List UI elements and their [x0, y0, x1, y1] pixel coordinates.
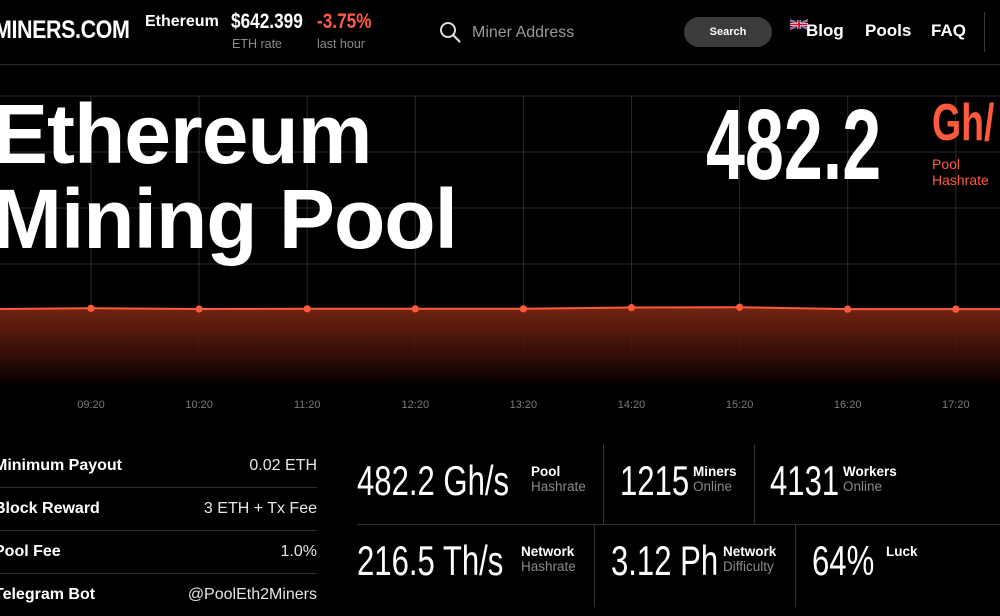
stats-divider [754, 444, 755, 524]
info-value: 1.0% [280, 543, 317, 560]
pool-hashrate-big-label: Pool Hashrate [932, 156, 989, 188]
info-row-block-reward: Block Reward 3 ETH + Tx Fee [0, 487, 317, 531]
stat-sublabel: Difficulty [723, 559, 774, 574]
x-tick-label: 12:20 [402, 399, 430, 411]
x-tick-label: 11:20 [294, 399, 321, 411]
stat-label: Network [521, 544, 575, 559]
pool-hashrate-big-value: 482.2 [706, 89, 882, 201]
hashrate-area-fill [0, 307, 1000, 386]
stat-value: 1215 [620, 457, 690, 504]
rate-change-value: -3.75% [317, 10, 372, 33]
stat-label: Network [723, 544, 777, 559]
x-tick-label: 09:20 [77, 399, 105, 411]
site-logo[interactable]: MINERS.COM [0, 16, 130, 44]
eth-rate-label: ETH rate [232, 37, 283, 51]
hashrate-data-point[interactable] [952, 305, 960, 313]
hero-title-line1: Ethereum [0, 87, 372, 181]
stat-sublabel: Hashrate [531, 479, 586, 494]
stat-value: 482.2 Gh/s [357, 457, 510, 504]
search-icon[interactable] [439, 21, 461, 43]
nav-pools[interactable]: Pools [865, 21, 912, 40]
nav-blog[interactable]: Blog [806, 21, 844, 40]
info-value: 3 ETH + Tx Fee [203, 500, 317, 517]
stat-value: 216.5 Th/s [357, 537, 504, 584]
stat-label: Luck [886, 544, 918, 559]
stat-value: 64% [812, 537, 875, 584]
hashrate-data-point[interactable] [195, 305, 203, 313]
search-button[interactable]: Search [684, 17, 772, 47]
pool-hashrate-label-line2: Hashrate [932, 172, 989, 188]
nav-faq[interactable]: FAQ [931, 21, 966, 40]
hashrate-data-point[interactable] [303, 305, 311, 313]
stats-divider [795, 524, 796, 607]
stats-divider [603, 444, 604, 524]
hashrate-data-point[interactable] [736, 303, 744, 311]
hashrate-data-point[interactable] [627, 303, 636, 312]
info-row-telegram-bot: Telegram Bot @PoolEth2Miners [0, 573, 317, 616]
hero-title-line2: Mining Pool [0, 172, 458, 266]
x-tick-label: 13:20 [510, 399, 538, 411]
stat-label: Miners [693, 464, 737, 479]
stat-sublabel: Hashrate [521, 559, 576, 574]
hashrate-data-point[interactable] [87, 304, 95, 312]
stat-value: 4131 [770, 457, 840, 504]
coin-name: Ethereum [145, 13, 219, 30]
x-tick-label: 17:20 [942, 399, 970, 411]
pool-hashrate-big-unit: Gh/ [932, 94, 995, 152]
uk-flag-icon[interactable] [790, 19, 808, 30]
x-tick-label: 10:20 [185, 399, 213, 411]
eth-rate-value: $642.399 [231, 10, 303, 33]
stat-label: Pool [531, 464, 561, 479]
hashrate-data-point[interactable] [844, 305, 852, 313]
x-tick-label: 16:20 [834, 399, 862, 411]
rate-change-label: last hour [317, 37, 365, 51]
stat-value: 3.12 Ph [611, 537, 719, 584]
hero-title: Ethereum Mining Pool [0, 87, 458, 266]
x-tick-label: 15:20 [726, 399, 754, 411]
stat-sublabel: Online [843, 479, 883, 494]
pool-hashrate-label-line1: Pool [932, 156, 961, 172]
miner-address-input[interactable] [470, 19, 674, 47]
telegram-bot-link[interactable]: @PoolEth2Miners [187, 586, 317, 603]
info-row-pool-fee: Pool Fee 1.0% [0, 530, 317, 574]
info-value: 0.02 ETH [249, 457, 317, 474]
stat-sublabel: Online [693, 479, 733, 494]
stat-label: Workers [843, 464, 897, 479]
stats-divider [357, 524, 1000, 525]
header-divider [984, 12, 985, 52]
hashrate-data-point[interactable] [519, 305, 528, 313]
info-label: Pool Fee [0, 543, 61, 560]
x-tick-label: 14:20 [618, 399, 646, 411]
top-header: MINERS.COM Ethereum $642.399 ETH rate -3… [0, 0, 1000, 65]
hashrate-data-point[interactable] [411, 305, 419, 313]
info-label: Telegram Bot [0, 586, 96, 603]
hashrate-chart: 09:20 10:20 11:20 12:20 13:20 14:20 15:20 16:20… [0, 95, 1000, 411]
info-row-min-payout: Minimum Payout 0.02 ETH [0, 444, 317, 488]
stats-divider [594, 524, 595, 607]
info-label: Block Reward [0, 500, 100, 517]
info-label: Minimum Payout [0, 457, 123, 474]
